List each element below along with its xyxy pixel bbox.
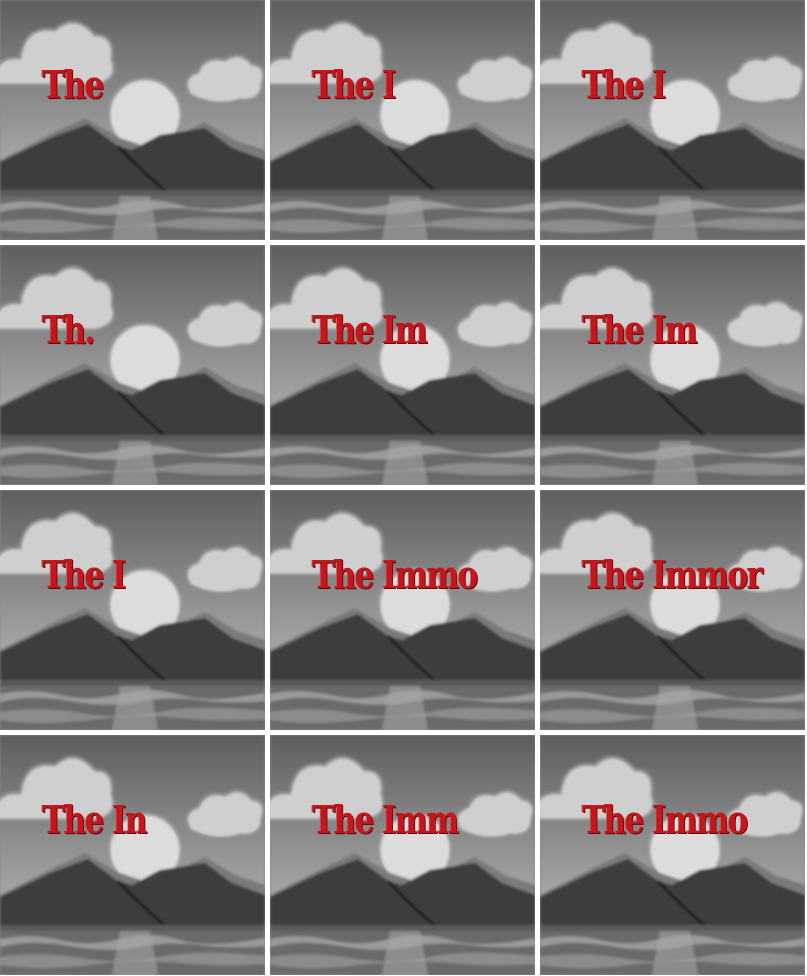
scene-background [0, 0, 265, 240]
frame-caption: The I [582, 62, 667, 107]
scene-background [0, 735, 265, 975]
cloud-large [540, 20, 656, 87]
scene-background [270, 0, 535, 240]
frame-3: The I [540, 0, 805, 240]
cloud-small [724, 789, 805, 840]
scene-background [270, 735, 535, 975]
frame-12: The Immo [540, 735, 805, 975]
cloud-large [0, 20, 116, 87]
cloud-large [270, 20, 386, 87]
frame-caption: The Immo [582, 797, 748, 842]
cloud-small [184, 54, 265, 105]
frame-caption: The Immo [312, 552, 478, 597]
frame-8: The Immo [270, 490, 535, 730]
cloud-small [454, 54, 535, 105]
frame-6: The Im [540, 245, 805, 485]
frame-caption: Th. [42, 307, 95, 352]
frame-caption: The [42, 62, 104, 107]
frame-caption: The Im [312, 307, 428, 352]
frame-7: The I [0, 490, 265, 730]
cloud-small [454, 299, 535, 350]
scene-background [270, 245, 535, 485]
frame-1: The [0, 0, 265, 240]
scene-background [0, 490, 265, 730]
frame-caption: The Im [582, 307, 698, 352]
scene-background [540, 245, 805, 485]
cloud-small [724, 299, 805, 350]
cloud-large [0, 265, 116, 332]
cloud-large [0, 755, 116, 822]
cloud-small [184, 544, 265, 595]
cloud-large [540, 510, 656, 577]
scene-background [540, 735, 805, 975]
frame-10: The In [0, 735, 265, 975]
frame-5: The Im [270, 245, 535, 485]
cloud-large [270, 510, 386, 577]
scene-background [540, 0, 805, 240]
cloud-large [0, 510, 116, 577]
frame-4: Th. [0, 245, 265, 485]
frame-9: The Immor [540, 490, 805, 730]
cloud-small [724, 54, 805, 105]
cloud-large [540, 265, 656, 332]
scene-background [270, 490, 535, 730]
cloud-small [184, 299, 265, 350]
scene-background [540, 490, 805, 730]
scene-background [0, 245, 265, 485]
frame-caption: The I [312, 62, 397, 107]
cloud-small [184, 789, 265, 840]
frame-caption: The Immor [582, 552, 763, 597]
frame-caption: The In [42, 797, 148, 842]
cloud-small [454, 789, 535, 840]
cloud-small [724, 544, 805, 595]
cloud-large [270, 755, 386, 822]
cloud-large [540, 755, 656, 822]
frame-2: The I [270, 0, 535, 240]
cloud-small [454, 544, 535, 595]
cloud-large [270, 265, 386, 332]
frame-caption: The Imm [312, 797, 459, 842]
frame-11: The Imm [270, 735, 535, 975]
frame-caption: The I [42, 552, 127, 597]
